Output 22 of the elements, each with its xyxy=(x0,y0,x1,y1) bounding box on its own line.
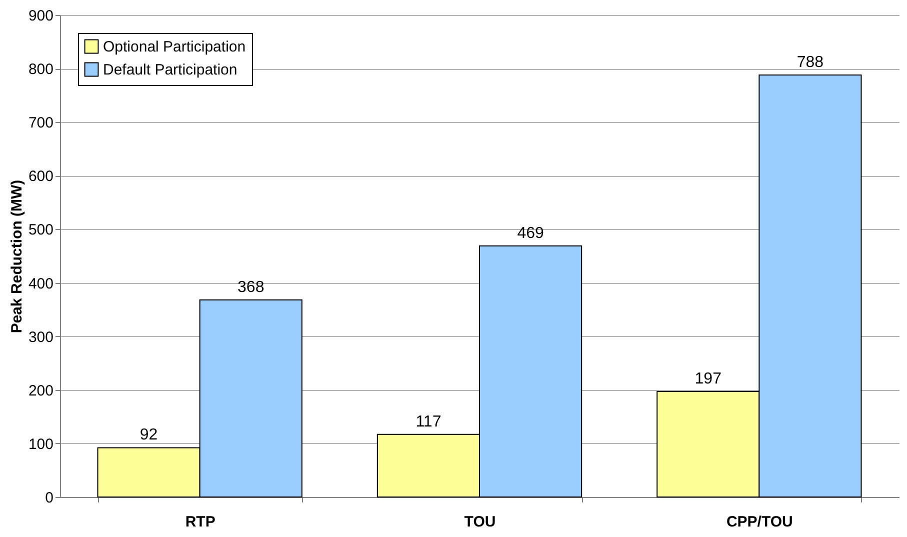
data-label: 197 xyxy=(694,370,722,388)
y-tick-label: 400 xyxy=(28,275,54,292)
y-tick-label: 300 xyxy=(28,328,54,346)
y-tick-label: 100 xyxy=(28,436,54,453)
y-tick-label: 700 xyxy=(28,114,54,132)
data-label: 788 xyxy=(796,54,824,71)
y-tick-label: 600 xyxy=(28,168,54,186)
x-tick-label: TOU xyxy=(464,514,496,530)
data-label: 117 xyxy=(416,413,442,430)
y-tick-label: 500 xyxy=(28,222,54,239)
y-tick-label: 200 xyxy=(28,382,54,400)
x-tick-label: RTP xyxy=(185,514,216,530)
legend-label: Default Participation xyxy=(103,62,238,78)
y-axis-title: Peak Reduction (MW) xyxy=(8,180,26,334)
data-label: 92 xyxy=(140,426,158,444)
y-tick-label: 0 xyxy=(45,490,54,506)
y-tick-label: 800 xyxy=(28,61,54,78)
legend-label: Optional Participation xyxy=(103,38,246,56)
x-tick-label: CPP/TOU xyxy=(726,514,793,530)
data-label: 469 xyxy=(517,224,544,242)
data-label: 368 xyxy=(238,278,264,296)
y-tick-label: 900 xyxy=(28,8,54,24)
